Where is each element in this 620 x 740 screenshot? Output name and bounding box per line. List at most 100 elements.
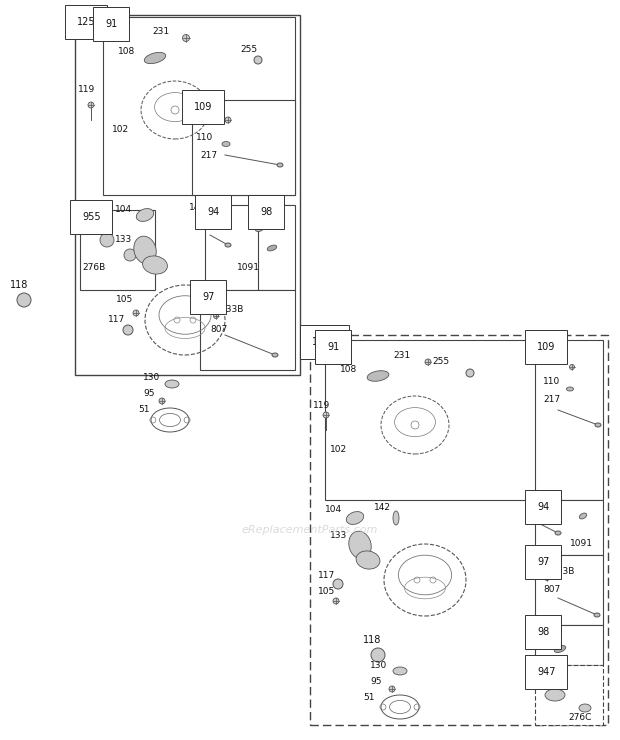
Text: 51: 51 xyxy=(138,406,149,414)
Text: 276B: 276B xyxy=(82,263,105,272)
Text: 1091: 1091 xyxy=(570,539,593,548)
Ellipse shape xyxy=(393,667,407,675)
Ellipse shape xyxy=(349,531,371,559)
Text: 231: 231 xyxy=(152,27,169,36)
Text: 217: 217 xyxy=(200,150,217,160)
Ellipse shape xyxy=(255,224,265,232)
Circle shape xyxy=(323,412,329,418)
Text: 231: 231 xyxy=(393,351,410,360)
Text: 633: 633 xyxy=(543,355,560,365)
Text: 91: 91 xyxy=(327,342,339,352)
Text: 955: 955 xyxy=(82,212,100,222)
Text: 119: 119 xyxy=(313,400,330,409)
Text: 130: 130 xyxy=(143,374,160,383)
Text: 117: 117 xyxy=(108,315,125,325)
Ellipse shape xyxy=(579,513,587,519)
Text: 109: 109 xyxy=(194,102,213,112)
Text: 91: 91 xyxy=(105,19,117,29)
Text: 97: 97 xyxy=(202,292,215,302)
Ellipse shape xyxy=(124,249,136,261)
Ellipse shape xyxy=(225,243,231,247)
Circle shape xyxy=(159,398,165,404)
Circle shape xyxy=(389,686,395,692)
Ellipse shape xyxy=(367,371,389,381)
Ellipse shape xyxy=(579,704,591,712)
Bar xyxy=(75,15,300,375)
Text: 119: 119 xyxy=(78,86,95,95)
Ellipse shape xyxy=(393,511,399,525)
Bar xyxy=(80,210,155,290)
Ellipse shape xyxy=(594,613,600,617)
Text: 110: 110 xyxy=(543,377,560,386)
Text: 807: 807 xyxy=(543,585,560,594)
Text: 633B: 633B xyxy=(551,568,574,576)
Ellipse shape xyxy=(144,53,166,64)
Text: 104: 104 xyxy=(115,206,132,215)
Ellipse shape xyxy=(595,423,601,427)
Text: 94: 94 xyxy=(207,207,219,217)
Text: 94: 94 xyxy=(537,502,549,512)
Text: 95: 95 xyxy=(143,389,154,399)
Text: 633: 633 xyxy=(196,110,213,119)
Text: 130: 130 xyxy=(370,661,388,670)
Text: 104: 104 xyxy=(325,505,342,514)
Bar xyxy=(258,205,295,290)
Ellipse shape xyxy=(143,256,167,274)
Bar xyxy=(205,205,290,290)
Circle shape xyxy=(225,117,231,123)
Text: 51: 51 xyxy=(363,693,374,702)
Bar xyxy=(325,340,565,500)
Text: 217: 217 xyxy=(543,395,560,405)
Text: 105: 105 xyxy=(116,295,133,304)
Text: 105: 105 xyxy=(318,588,335,596)
Text: 98: 98 xyxy=(260,207,272,217)
Text: 255: 255 xyxy=(432,357,449,366)
Ellipse shape xyxy=(347,511,364,525)
Text: 110: 110 xyxy=(196,133,213,143)
Text: eReplacementParts.com: eReplacementParts.com xyxy=(242,525,378,535)
Text: 95: 95 xyxy=(370,678,381,687)
Bar xyxy=(103,17,295,195)
Ellipse shape xyxy=(165,380,179,388)
Bar xyxy=(310,335,608,725)
Circle shape xyxy=(254,56,262,64)
Ellipse shape xyxy=(202,213,208,227)
Ellipse shape xyxy=(356,551,380,569)
Text: 1091: 1091 xyxy=(237,263,260,272)
Text: 109: 109 xyxy=(537,342,556,352)
Bar xyxy=(535,340,603,500)
Ellipse shape xyxy=(545,689,565,701)
Ellipse shape xyxy=(555,531,561,535)
Circle shape xyxy=(333,598,339,604)
Text: 276C: 276C xyxy=(568,713,591,722)
Circle shape xyxy=(17,293,31,307)
Circle shape xyxy=(466,369,474,377)
Text: 118: 118 xyxy=(363,635,381,645)
Bar xyxy=(200,290,295,370)
Ellipse shape xyxy=(277,163,283,167)
Bar xyxy=(535,500,603,555)
Ellipse shape xyxy=(136,209,154,221)
Circle shape xyxy=(570,365,575,369)
Ellipse shape xyxy=(222,141,230,147)
Text: 807: 807 xyxy=(210,326,228,334)
Ellipse shape xyxy=(134,236,156,264)
Bar xyxy=(535,665,603,725)
Circle shape xyxy=(133,310,139,316)
Circle shape xyxy=(333,579,343,589)
Text: 98: 98 xyxy=(537,627,549,637)
Text: 133: 133 xyxy=(115,235,132,244)
Text: 102: 102 xyxy=(330,445,347,454)
Ellipse shape xyxy=(267,245,277,251)
Bar xyxy=(535,625,603,665)
Text: 142: 142 xyxy=(189,204,206,212)
Circle shape xyxy=(371,648,385,662)
Text: 255: 255 xyxy=(240,45,257,55)
Bar xyxy=(192,100,295,195)
Circle shape xyxy=(123,325,133,335)
Ellipse shape xyxy=(554,645,565,653)
Ellipse shape xyxy=(100,233,114,247)
Text: 102: 102 xyxy=(112,126,129,135)
Bar xyxy=(535,555,603,625)
Text: 118: 118 xyxy=(10,280,29,290)
